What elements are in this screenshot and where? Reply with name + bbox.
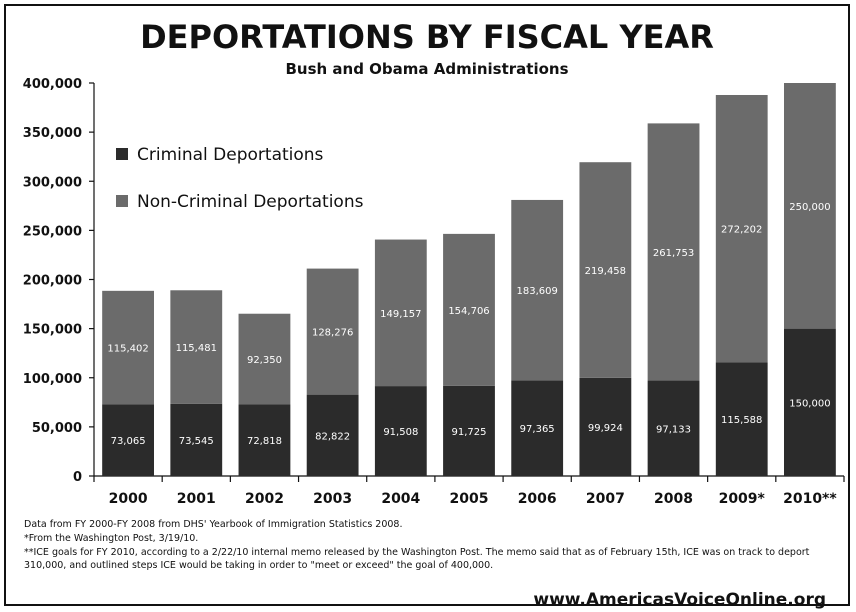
x-tick-label: 2001 <box>177 491 216 507</box>
y-tick-label: 400,000 <box>23 77 82 92</box>
bar-label-non-criminal: 219,458 <box>585 266 626 277</box>
y-axis: 0 50,000 100,000 150,000 200,000 250,000 300,0… <box>23 77 95 485</box>
x-tick-label: 2006 <box>518 491 557 507</box>
bar-criminal <box>374 386 427 476</box>
bar-non-criminal <box>374 239 427 387</box>
legend-label: Criminal Deportations <box>137 145 324 165</box>
bar-non-criminal <box>443 233 495 386</box>
bars: 73,065 115,402 73,545 115,481 72,818 92,350 82… <box>102 83 836 476</box>
bar-label-criminal: 91,508 <box>383 427 418 438</box>
x-tick-label: 2009* <box>719 491 766 507</box>
bar-label-non-criminal: 250,000 <box>789 202 830 213</box>
bar-label-criminal: 97,133 <box>656 424 691 435</box>
bar-label-non-criminal: 115,481 <box>176 343 217 354</box>
bar-non-criminal <box>511 199 564 381</box>
y-tick-label: 50,000 <box>32 421 82 436</box>
chart-title: DEPORTATIONS BY FISCAL YEAR <box>140 18 714 56</box>
website-url: www.AmericasVoiceOnline.org <box>533 590 826 610</box>
legend-swatch <box>116 195 128 207</box>
y-tick-label: 200,000 <box>23 274 82 289</box>
bar-label-non-criminal: 261,753 <box>653 248 694 259</box>
bar-criminal <box>306 394 359 476</box>
y-tick-label: 250,000 <box>23 224 82 239</box>
x-tick-label: 2010** <box>783 491 837 507</box>
y-tick-label: 0 <box>73 470 82 485</box>
chart-subtitle: Bush and Obama Administrations <box>285 60 568 78</box>
bar-non-criminal <box>170 290 223 404</box>
chart-frame: DEPORTATIONS BY FISCAL YEAR Bush and Oba… <box>4 4 850 610</box>
bar-criminal <box>170 403 223 476</box>
footnote-2: **ICE goals for FY 2010, according to a … <box>24 547 810 571</box>
bar-non-criminal <box>784 83 836 329</box>
bar-label-non-criminal: 149,157 <box>380 309 421 320</box>
x-tick-label: 2002 <box>245 491 284 507</box>
bar-label-criminal: 91,725 <box>452 427 487 438</box>
bar-label-criminal: 73,065 <box>111 436 146 447</box>
bar-criminal <box>511 380 564 476</box>
bar-criminal <box>715 362 768 476</box>
y-tick-label: 100,000 <box>23 372 82 387</box>
bar-non-criminal <box>647 123 700 381</box>
bar-criminal <box>443 385 495 476</box>
legend: Criminal Deportations Non-Criminal Deport… <box>116 145 364 212</box>
bar-non-criminal <box>238 313 291 405</box>
x-tick-label: 2004 <box>381 491 420 507</box>
bar-criminal <box>238 404 291 476</box>
source-note: Data from FY 2000-FY 2008 from DHS' Year… <box>24 519 403 530</box>
x-axis: 2000 2001 2002 2003 2004 2005 2006 2007 2008 2009… <box>93 475 845 507</box>
y-tick-label: 350,000 <box>23 126 82 141</box>
stacked-bar-chart: DEPORTATIONS BY FISCAL YEAR Bush and Oba… <box>23 18 845 507</box>
x-tick-label: 2007 <box>586 491 625 507</box>
bar-non-criminal <box>306 268 359 395</box>
x-tick-label: 2008 <box>654 491 693 507</box>
bar-non-criminal <box>715 94 768 363</box>
bar-label-non-criminal: 183,609 <box>517 286 558 297</box>
bar-label-non-criminal: 272,202 <box>721 225 762 236</box>
bar-non-criminal <box>579 162 632 378</box>
bar-label-criminal: 150,000 <box>789 398 830 409</box>
bar-label-criminal: 73,545 <box>179 436 214 447</box>
bar-non-criminal <box>102 290 154 405</box>
bar-label-criminal: 97,365 <box>520 424 555 435</box>
bar-label-criminal: 82,822 <box>315 431 350 442</box>
bar-label-non-criminal: 115,402 <box>107 344 148 355</box>
bar-label-criminal: 99,924 <box>588 423 623 434</box>
x-tick-label: 2000 <box>109 491 148 507</box>
legend-label: Non-Criminal Deportations <box>137 192 364 212</box>
x-tick-label: 2003 <box>313 491 352 507</box>
bar-label-non-criminal: 92,350 <box>247 355 282 366</box>
bar-label-criminal: 115,588 <box>721 415 762 426</box>
footnote-1: *From the Washington Post, 3/19/10. <box>24 533 199 544</box>
bar-criminal <box>784 328 836 476</box>
bar-criminal <box>579 377 632 476</box>
legend-swatch <box>116 148 128 160</box>
y-tick-label: 150,000 <box>23 323 82 338</box>
bar-label-non-criminal: 128,276 <box>312 328 353 339</box>
bar-criminal <box>102 404 154 476</box>
x-tick-label: 2005 <box>450 491 489 507</box>
bar-label-criminal: 72,818 <box>247 436 282 447</box>
bar-criminal <box>647 380 700 476</box>
y-tick-label: 300,000 <box>23 175 82 190</box>
bar-label-non-criminal: 154,706 <box>448 306 489 317</box>
